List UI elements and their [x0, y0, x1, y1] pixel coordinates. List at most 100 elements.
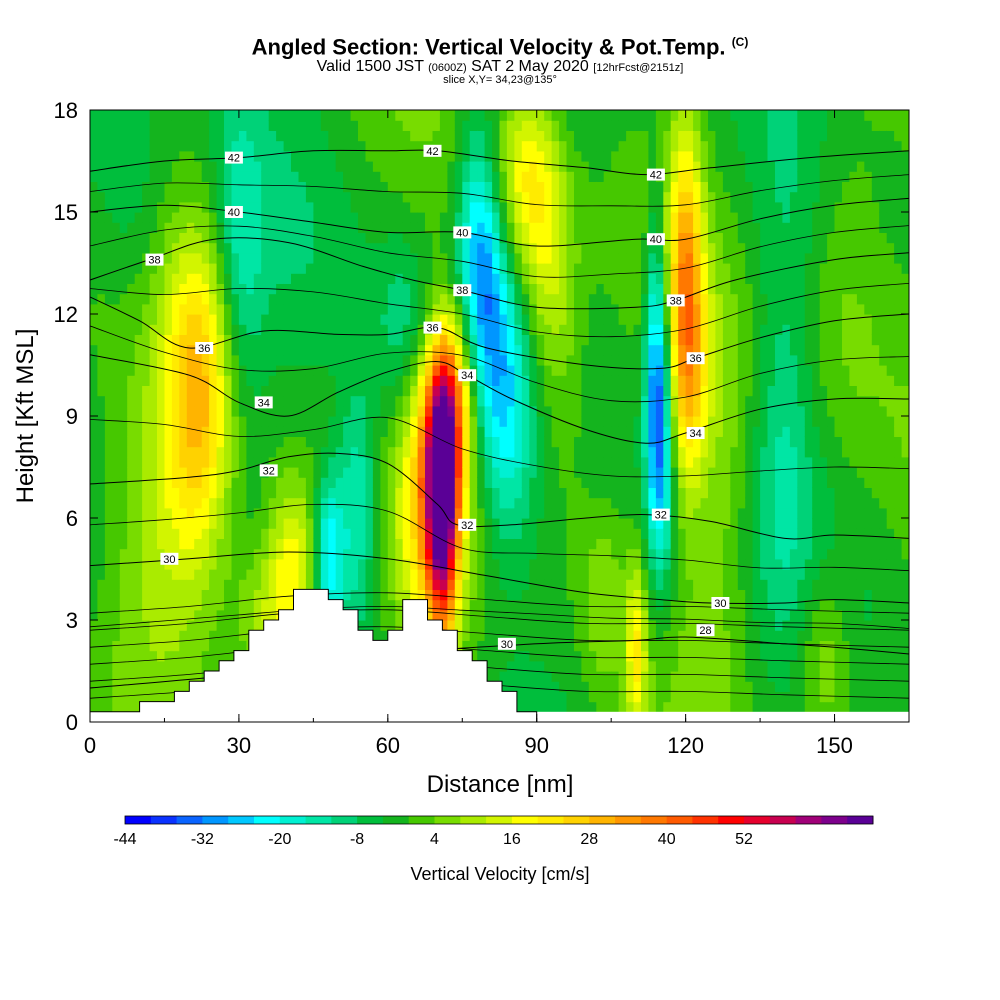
vv-cell [268, 446, 277, 458]
vv-cell [536, 375, 545, 386]
vv-cell [611, 609, 620, 621]
vv-cell [708, 660, 716, 672]
vv-cell [253, 528, 262, 539]
vv-cell [536, 273, 545, 284]
vv-cell [618, 681, 627, 692]
vv-cell [521, 110, 530, 121]
vv-cell [633, 242, 642, 254]
vv-cell [678, 191, 687, 203]
vv-cell [432, 385, 441, 397]
vv-cell [402, 140, 411, 152]
vv-cell [201, 171, 210, 182]
vv-cell [566, 252, 575, 264]
vv-cell [655, 273, 664, 284]
vv-cell [201, 110, 210, 121]
vv-cell [425, 314, 433, 325]
vv-cell [655, 589, 664, 601]
vv-cell [492, 191, 501, 203]
vv-cell [462, 620, 471, 631]
vv-cell [142, 344, 151, 356]
vv-cell [425, 354, 433, 366]
vv-cell [365, 446, 374, 458]
vv-cell [372, 385, 381, 397]
vv-cell [566, 354, 575, 366]
vv-cell [492, 507, 501, 519]
vv-cell [335, 212, 344, 223]
vv-cell [663, 497, 672, 509]
vv-cell [276, 232, 285, 244]
vv-cell [678, 558, 687, 570]
vv-cell [402, 365, 411, 376]
vv-cell [224, 426, 232, 437]
vv-cell [298, 222, 307, 233]
vv-cell [90, 671, 98, 682]
vv-cell [291, 426, 299, 437]
vv-cell [179, 548, 188, 560]
vv-cell [492, 232, 501, 244]
vv-cell [90, 701, 98, 713]
vv-cell [641, 140, 649, 152]
vv-cell [112, 671, 121, 682]
vv-cell [298, 416, 307, 427]
vv-cell [238, 507, 247, 519]
vv-cell [559, 477, 568, 488]
vv-cell [611, 681, 620, 692]
vv-cell [618, 660, 627, 672]
vv-cell [387, 232, 396, 244]
vv-cell [678, 273, 687, 284]
vv-cell [343, 375, 352, 386]
vv-cell [514, 395, 523, 407]
vv-cell [261, 232, 270, 244]
vv-cell [97, 426, 106, 437]
vv-cell [439, 467, 448, 478]
vv-cell [417, 263, 426, 274]
vv-cell [529, 650, 538, 662]
vv-cell [685, 701, 694, 713]
vv-cell [439, 293, 448, 305]
vv-cell [618, 467, 627, 478]
vv-cell [685, 416, 694, 427]
vv-cell [566, 110, 575, 121]
vv-cell [447, 263, 456, 274]
vv-cell [179, 110, 188, 121]
vv-cell [641, 558, 649, 570]
vv-cell [365, 171, 374, 182]
vv-cell [395, 487, 404, 499]
vv-cell [268, 487, 277, 499]
vv-cell [231, 171, 240, 182]
vv-cell [343, 507, 352, 519]
vv-cell [291, 507, 299, 519]
vv-cell [380, 293, 389, 305]
vv-cell [387, 436, 396, 448]
vv-cell [551, 191, 560, 203]
vv-cell [365, 487, 374, 499]
vv-cell [559, 436, 568, 448]
vv-cell [358, 283, 366, 295]
vv-cell [142, 477, 151, 488]
vv-cell [97, 405, 106, 417]
vv-cell [305, 130, 314, 142]
vv-cell [335, 191, 344, 203]
vv-cell [320, 110, 329, 121]
vv-cell [447, 344, 456, 356]
vv-cell [358, 548, 366, 560]
vv-cell [551, 538, 560, 550]
vv-cell [402, 283, 411, 295]
vv-cell [529, 161, 538, 172]
vv-cell [305, 548, 314, 560]
vv-cell [417, 375, 426, 386]
vv-cell [372, 263, 381, 274]
vv-cell [313, 446, 322, 458]
vv-cell [380, 314, 389, 325]
vv-cell [358, 446, 366, 458]
vv-cell [685, 252, 694, 264]
vv-cell [663, 436, 672, 448]
vv-cell [261, 548, 270, 560]
vv-cell [395, 150, 404, 162]
vv-cell [380, 110, 389, 121]
vv-cell [410, 161, 419, 172]
chart-title-block: Angled Section: Vertical Velocity & Pot.… [0, 36, 1000, 86]
vv-cell [104, 589, 113, 601]
vv-cell [626, 599, 635, 611]
vv-cell [298, 181, 307, 193]
